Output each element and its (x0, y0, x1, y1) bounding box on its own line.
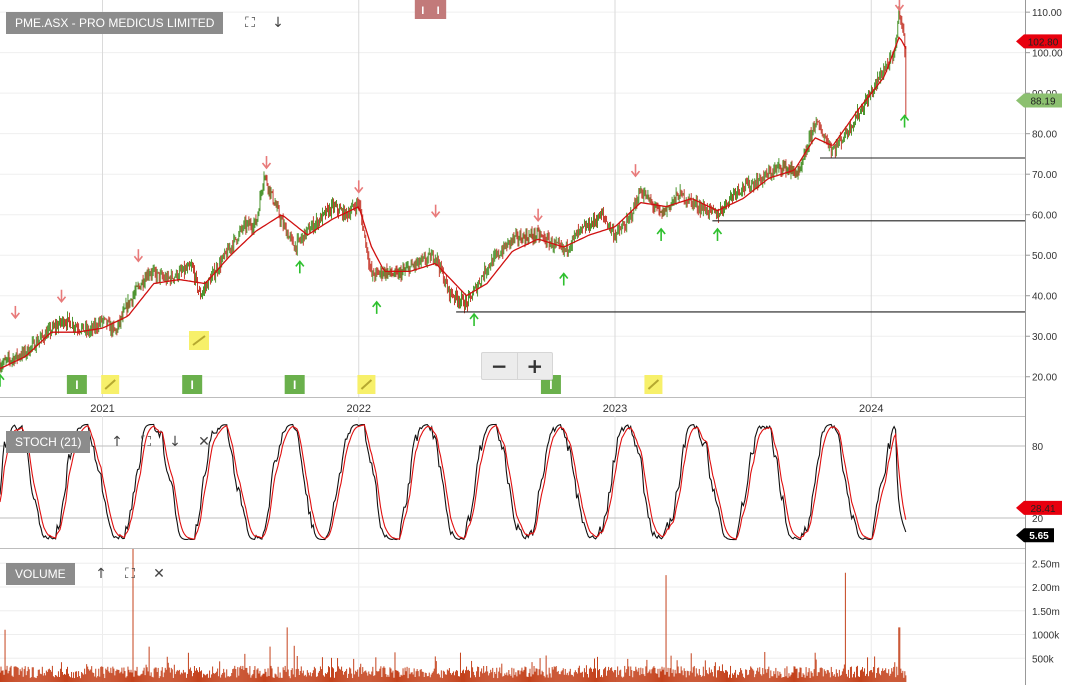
pencil-icon (360, 379, 373, 390)
close-icon[interactable]: ✕ (198, 434, 210, 450)
signal-arrow-head (354, 186, 364, 194)
volume-tick-label: 500k (1032, 654, 1055, 665)
upper-marker (414, 0, 431, 19)
signal-arrow-icon (10, 305, 20, 320)
signal-arrow-head (559, 272, 569, 280)
price-tick-label: 40.00 (1032, 292, 1057, 303)
signal-arrow-head (56, 296, 67, 304)
signal-arrow-icon (559, 272, 569, 286)
stoch-tick-label: 80 (1032, 442, 1044, 453)
year-tick-label: 2021 (90, 403, 114, 415)
upper-marker (430, 0, 447, 19)
reference-price-tag (1016, 93, 1062, 108)
signal-arrow-head (469, 312, 479, 320)
year-tick-label: 2023 (603, 403, 627, 415)
price-tick-label: 20.00 (1032, 373, 1057, 384)
stoch-plot (0, 423, 907, 541)
signal-arrow-head (431, 211, 441, 218)
stoch-d-tag-label: 28.41 (1030, 504, 1055, 515)
price-tick-label: 30.00 (1032, 332, 1057, 343)
signal-arrow-head (656, 227, 666, 235)
signal-arrow-head (261, 162, 272, 170)
event-marker-label: I (549, 378, 552, 392)
signal-arrow-icon (899, 114, 910, 128)
volume-tick-label: 1000k (1032, 631, 1060, 642)
event-marker-label: I (75, 378, 78, 392)
upper-marker-label: I (421, 5, 424, 17)
stoch-d-tag (1016, 500, 1062, 515)
signal-arrow-icon (469, 312, 479, 327)
fullscreen-icon[interactable]: ⛶ (245, 15, 255, 31)
pencil-icon (104, 379, 116, 390)
close-icon[interactable]: ✕ (153, 566, 165, 582)
signal-arrow-head (630, 170, 641, 178)
event-marker-label: I (191, 378, 194, 392)
arrow-down-icon[interactable]: ↓ (169, 434, 181, 450)
stoch-panel-title[interactable]: STOCH (21) (6, 431, 91, 453)
arrow-up-icon[interactable]: ↑ (111, 434, 123, 450)
signal-arrow-head (899, 114, 910, 122)
last-price-tag (1016, 34, 1062, 49)
signal-arrow-icon (372, 300, 382, 314)
reference-price-tag-label: 88.19 (1030, 97, 1055, 108)
last-price-tag-label: 102.80 (1028, 37, 1059, 48)
signal-arrow-icon (354, 180, 364, 194)
zoom-in-button[interactable]: + (516, 353, 553, 379)
price-tick-label: 110.00 (1032, 8, 1062, 19)
price-tick-label: 80.00 (1032, 130, 1057, 141)
zoom-out-button[interactable]: − (490, 354, 508, 378)
signal-arrow-head (133, 255, 143, 263)
stoch-k-tag (1016, 528, 1054, 543)
stoch-k-tag-label: 5.65 (1029, 531, 1049, 542)
volume-tick-label: 2.00m (1032, 583, 1060, 594)
price-tick-label: 100.00 (1032, 49, 1063, 60)
signal-arrow-icon (261, 156, 272, 170)
price-tick-label: 50.00 (1032, 251, 1057, 262)
signal-arrow-icon (295, 260, 305, 274)
zoom-controls: − + (481, 352, 553, 380)
pencil-icon (647, 379, 660, 390)
volume-bars (0, 549, 907, 682)
event-marker-label: I (293, 378, 296, 392)
moving-average-line (0, 36, 907, 370)
arrow-up-icon[interactable]: ↑ (95, 566, 107, 582)
stoch-tick-label: 20 (1032, 514, 1044, 525)
signal-arrow-icon (894, 0, 905, 12)
signal-arrow-head (0, 373, 5, 381)
event-marker (182, 375, 203, 394)
signal-arrow-icon (656, 227, 666, 241)
signal-arrow-head (712, 227, 723, 235)
year-tick-label: 2024 (859, 403, 883, 415)
event-marker (66, 375, 87, 394)
signal-arrow-icon (712, 227, 723, 241)
signal-arrow-head (533, 215, 543, 222)
signal-arrow-head (372, 300, 382, 308)
volume-panel-title[interactable]: VOLUME (6, 563, 75, 585)
event-marker (284, 375, 305, 394)
fullscreen-icon[interactable]: ⛶ (125, 566, 135, 582)
price-tick-label: 60.00 (1032, 211, 1057, 222)
signal-arrow-icon (0, 373, 5, 387)
signal-arrow-head (295, 260, 305, 267)
volume-tick-label: 2.50m (1032, 559, 1060, 570)
volume-tick-label: 1.50m (1032, 607, 1060, 618)
price-plot (0, 5, 1025, 374)
signal-arrow-icon (533, 208, 543, 222)
stoch-d-line (0, 424, 907, 540)
stoch-k-line (0, 423, 907, 541)
price-panel-title[interactable]: PME.ASX - PRO MEDICUS LIMITED (6, 12, 224, 34)
signal-arrow-icon (133, 249, 143, 263)
signal-arrow-head (894, 4, 905, 12)
signal-arrow-icon (431, 204, 441, 218)
signal-arrow-head (10, 312, 20, 320)
pencil-icon (192, 335, 206, 346)
year-tick-label: 2022 (347, 403, 371, 415)
upper-marker-label: I (437, 5, 440, 17)
price-tick-label: 70.00 (1032, 170, 1057, 181)
signal-arrow-icon (56, 289, 67, 304)
signal-arrow-icon (630, 164, 641, 178)
fullscreen-icon[interactable]: ⛶ (141, 434, 151, 450)
arrow-down-icon[interactable]: ↓ (272, 15, 284, 31)
